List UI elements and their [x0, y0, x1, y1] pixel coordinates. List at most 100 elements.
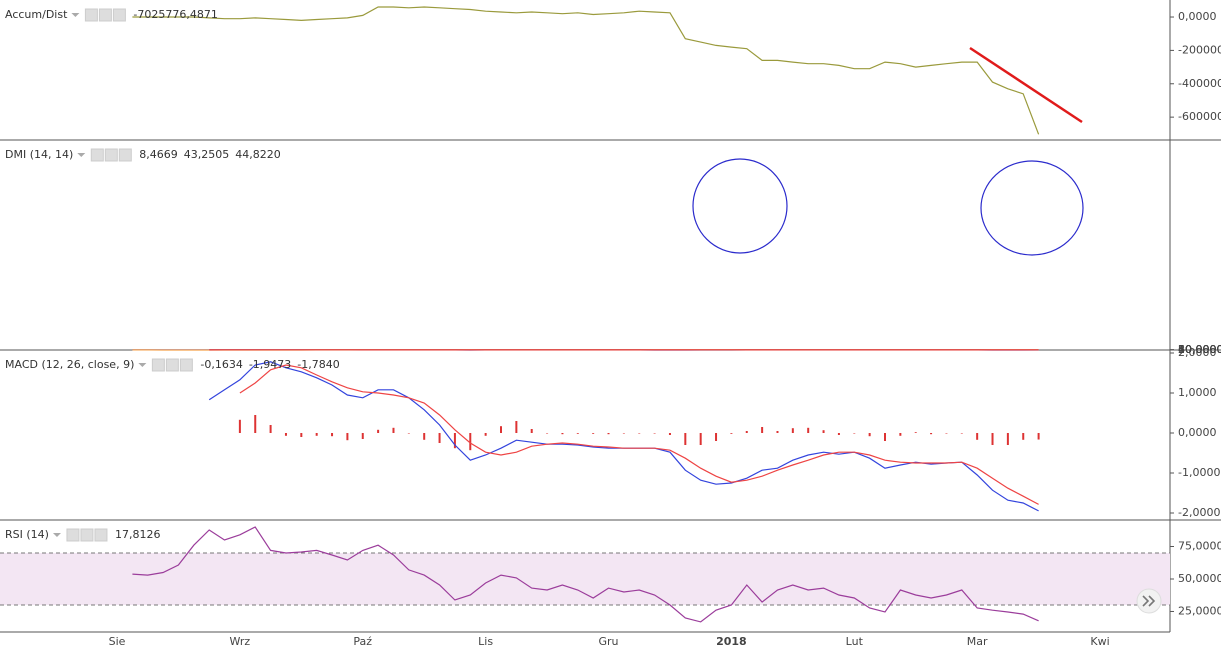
histogram-bar: [576, 433, 579, 434]
x-tick-label: Kwi: [1090, 635, 1109, 648]
histogram-bar: [361, 433, 364, 439]
histogram-bar: [976, 433, 979, 440]
histogram-bar: [837, 433, 840, 435]
histogram-bar: [1037, 433, 1040, 440]
histogram-bar: [668, 433, 671, 435]
histogram-bar: [546, 433, 549, 434]
histogram-bar: [638, 433, 641, 434]
dropdown-icon: [71, 13, 80, 17]
pane-button: [84, 8, 98, 22]
series-line: [132, 526, 1039, 623]
x-tick-label: Mar: [967, 635, 988, 648]
histogram-bar: [377, 429, 380, 433]
histogram-bar: [715, 433, 718, 441]
y-tick-label: -2,0000: [1178, 506, 1220, 519]
pane-title: MACD (12, 26, close, 9): [5, 358, 134, 371]
y-tick-label: 50,0000: [1178, 572, 1221, 585]
pane-button: [151, 358, 165, 372]
histogram-bar: [515, 421, 518, 433]
legend-value: -1,9473: [249, 358, 291, 371]
scroll-button[interactable]: [1136, 588, 1162, 614]
pane-button: [80, 528, 94, 542]
histogram-bar: [300, 433, 303, 437]
histogram-bar: [761, 427, 764, 433]
y-tick-label: -6000000: [1178, 110, 1221, 123]
x-tick-label: 2018: [716, 635, 747, 648]
histogram-bar: [960, 433, 963, 434]
histogram-bar: [822, 430, 825, 433]
legend-value: 17,8126: [115, 528, 161, 541]
x-tick-label: Gru: [599, 635, 619, 648]
y-tick-label: 0,0000: [1178, 10, 1217, 23]
x-tick-label: Lut: [846, 635, 864, 648]
y-tick-label: 10,0000: [1178, 343, 1221, 356]
x-tick-label: Wrz: [230, 635, 251, 648]
y-tick-label: 2,0000: [1178, 346, 1217, 359]
pane-button: [94, 528, 108, 542]
y-tick-label: 75,0000: [1178, 540, 1221, 553]
dropdown-icon: [77, 153, 86, 157]
histogram-bar: [1022, 433, 1025, 440]
pane-button: [118, 148, 132, 162]
histogram-bar: [730, 433, 733, 434]
histogram-bar: [884, 433, 886, 441]
legend-value: -7025776,4871: [133, 8, 217, 21]
histogram-bar: [453, 433, 456, 449]
histogram-bar: [776, 431, 779, 433]
histogram-bar: [346, 433, 349, 441]
histogram-bar: [1006, 433, 1009, 445]
x-tick-label: Sie: [109, 635, 126, 648]
histogram-bar: [392, 427, 395, 433]
histogram-bar: [530, 429, 533, 433]
y-tick-label: 25,0000: [1178, 604, 1221, 617]
histogram-bar: [853, 433, 856, 434]
y-tick-label: 50,0000: [1178, 343, 1221, 356]
ellipse-drawing: [692, 158, 788, 254]
histogram-bar: [254, 415, 257, 433]
histogram-bar: [592, 433, 595, 434]
series-line: [132, 6, 1040, 135]
histogram-bar: [930, 433, 933, 435]
y-tick-label: 30,0000: [1178, 343, 1221, 356]
histogram-bar: [699, 433, 702, 445]
legend-value: -0,1634: [200, 358, 242, 371]
histogram-bar: [684, 433, 687, 445]
pane-button: [104, 148, 118, 162]
pane-button: [165, 358, 179, 372]
y-tick-label: 40,0000: [1178, 343, 1221, 356]
rsi-band: [0, 553, 1170, 605]
scroll-icon[interactable]: [1142, 595, 1156, 607]
x-tick-label: Paź: [353, 635, 372, 648]
series-line: [239, 364, 1039, 505]
legend-value: 8,4669: [139, 148, 178, 161]
y-tick-label: 20,0000: [1178, 343, 1221, 356]
histogram-bar: [807, 427, 810, 433]
pane-title: RSI (14): [5, 528, 49, 541]
y-tick-label: -2000000: [1178, 43, 1221, 56]
histogram-bar: [407, 433, 410, 434]
histogram-bar: [622, 433, 625, 434]
trend-line-drawing: [969, 46, 1083, 124]
y-tick-label: -1,0000: [1178, 466, 1220, 479]
histogram-bar: [745, 431, 748, 433]
histogram-bar: [868, 433, 871, 437]
histogram-bar: [914, 432, 917, 433]
dropdown-icon: [52, 533, 61, 537]
histogram-bar: [945, 433, 948, 434]
histogram-bar: [500, 426, 502, 433]
histogram-bar: [607, 433, 610, 435]
layers: 0,0000 -2000000 -4000000 -6000000 10,000020,…: [0, 6, 1221, 623]
pane-button: [66, 528, 80, 542]
y-tick-label: 0,0000: [1178, 426, 1217, 439]
histogram-bar: [899, 433, 902, 436]
histogram-bar: [315, 433, 318, 436]
legend-value: -1,7840: [297, 358, 339, 371]
x-tick-label: Lis: [478, 635, 493, 648]
histogram-bar: [269, 425, 272, 433]
histogram-bar: [238, 419, 241, 433]
histogram-bar: [484, 433, 487, 436]
histogram-bar: [284, 433, 287, 436]
y-tick-label: -4000000: [1178, 77, 1221, 90]
